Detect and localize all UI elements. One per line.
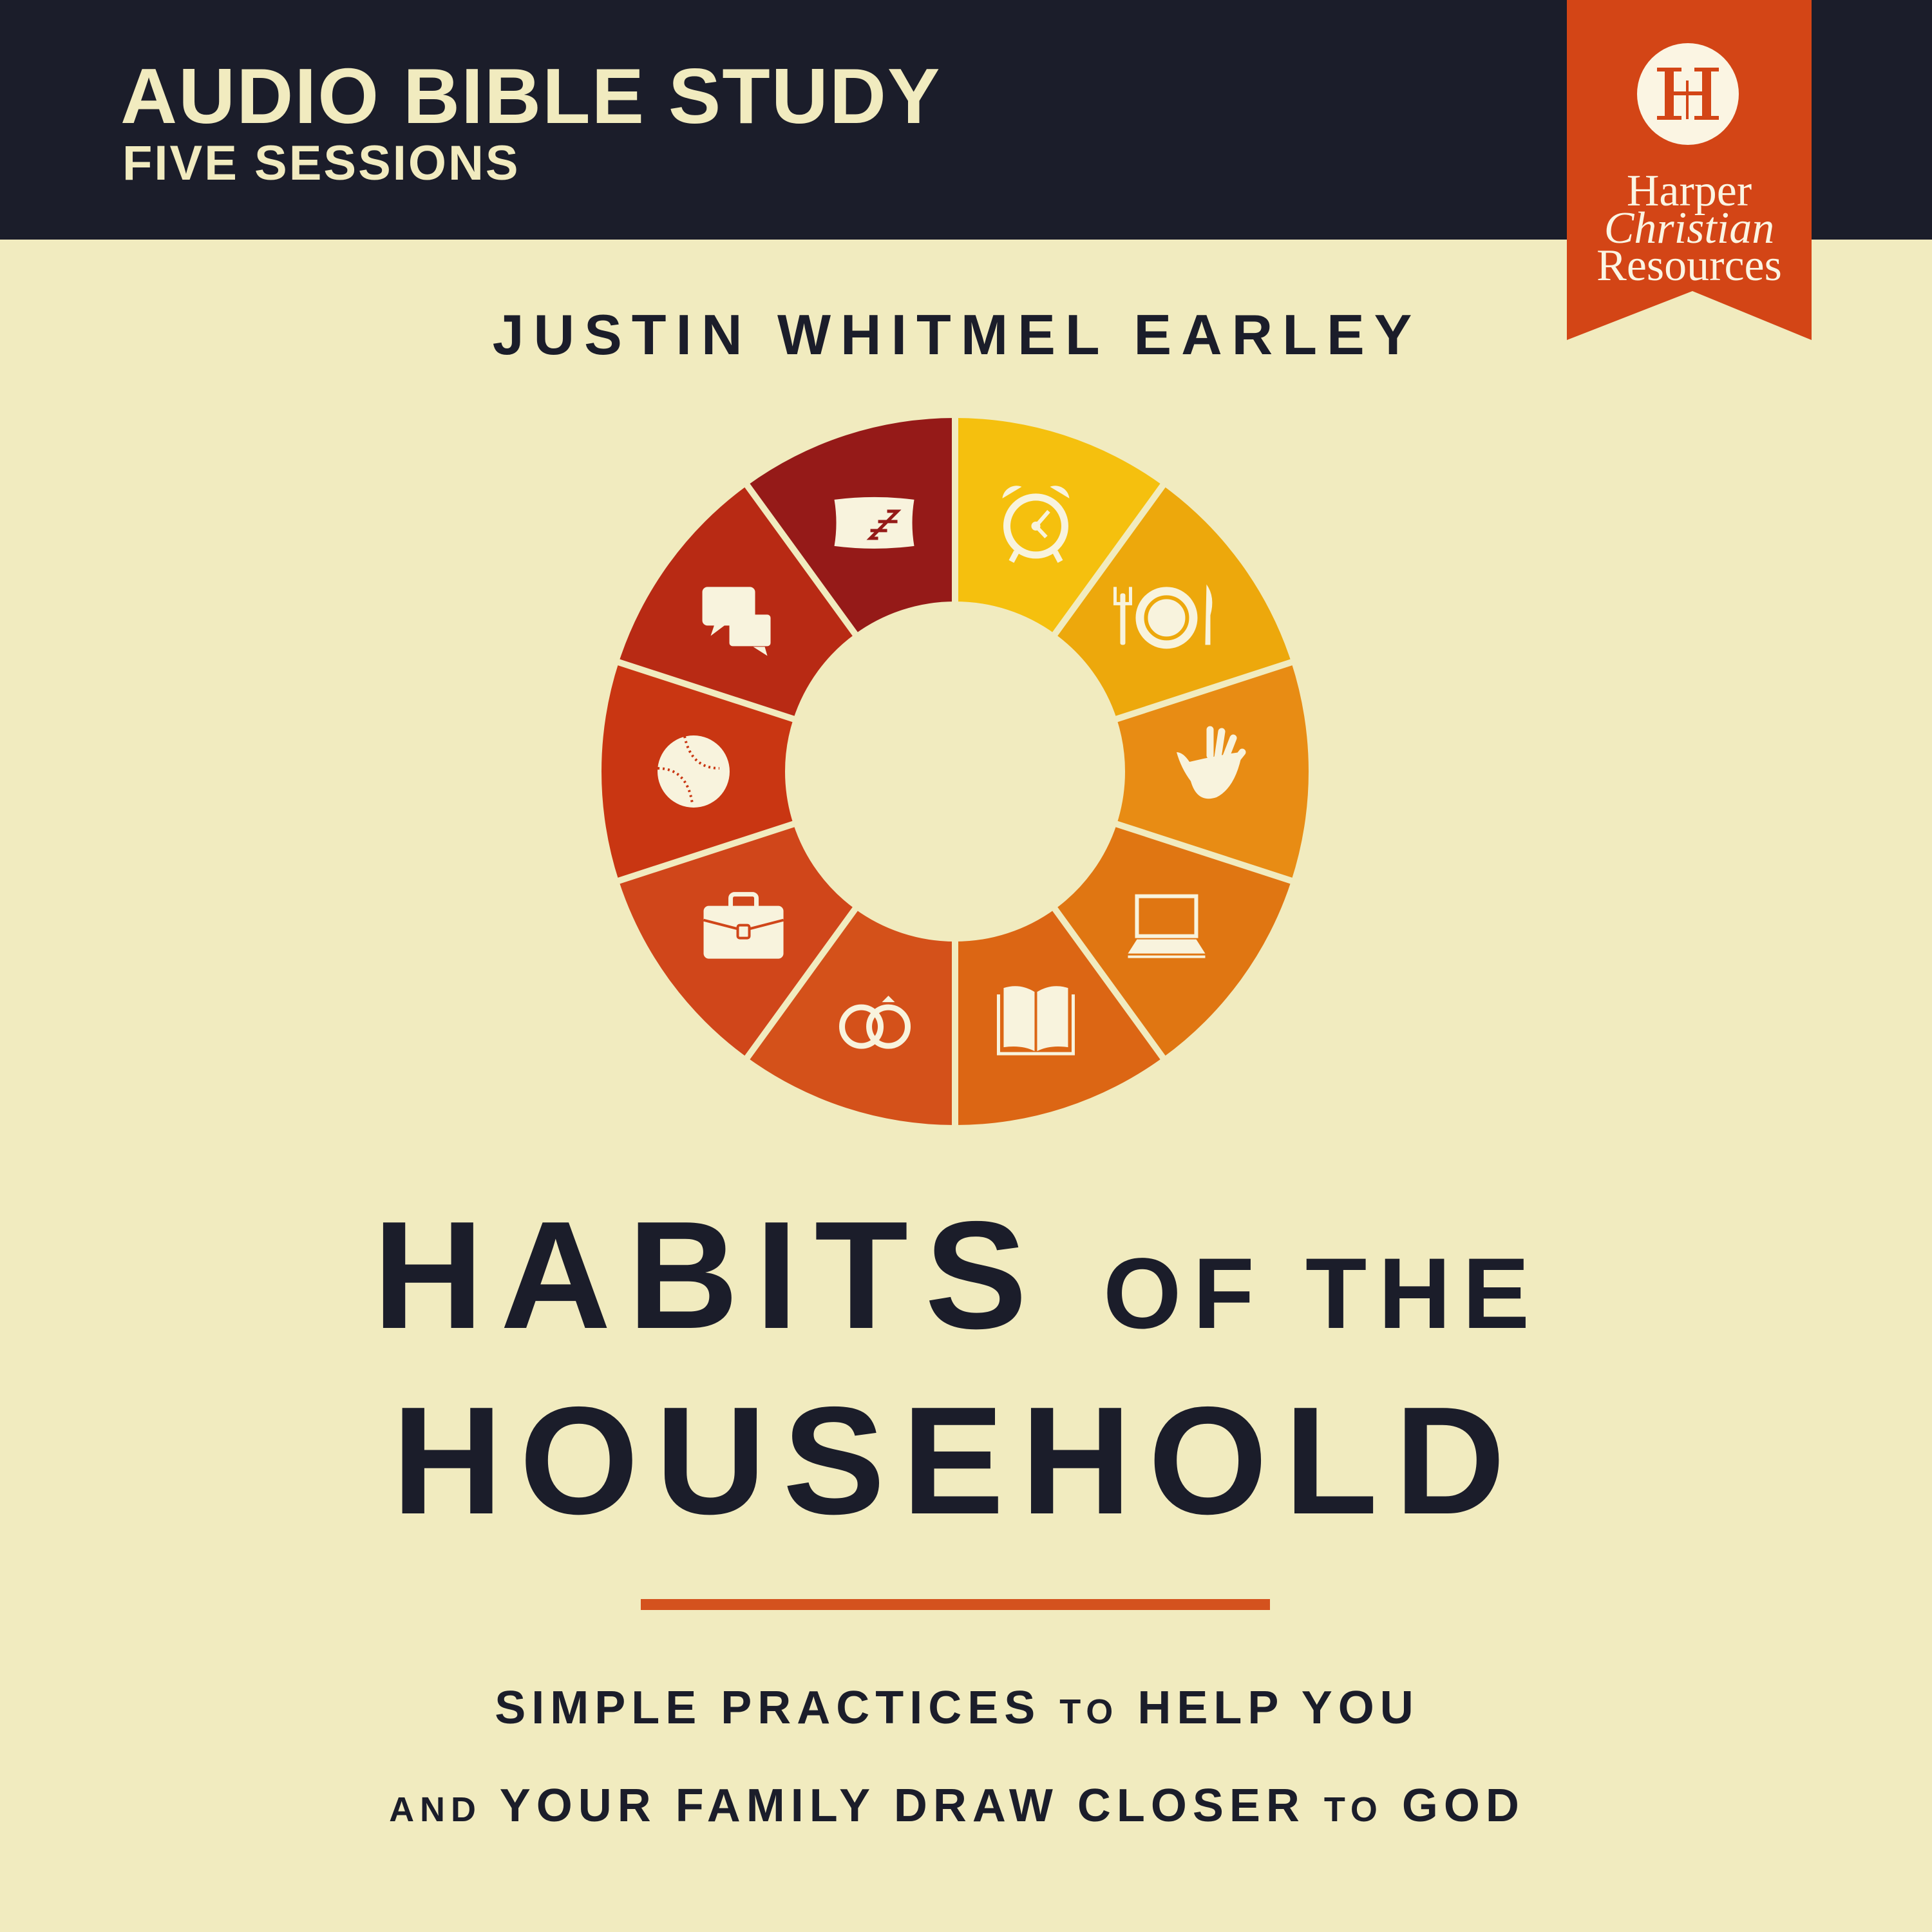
publisher-logo: Harper Christian Resources xyxy=(1567,0,1812,341)
wheel-divider xyxy=(616,820,796,885)
dinner-plate-icon xyxy=(1113,584,1213,649)
laptop-icon xyxy=(1128,894,1206,958)
wheel-divider xyxy=(1051,482,1166,637)
baseball-icon xyxy=(657,735,730,808)
title-word-habits: HABITS xyxy=(373,1190,1044,1361)
subtitle-part: AND xyxy=(389,1790,482,1829)
subtitle-part: HELP YOU xyxy=(1137,1682,1419,1734)
wheel-segment xyxy=(955,418,1163,634)
wheel-segment xyxy=(747,909,955,1125)
wheel-divider xyxy=(1114,658,1294,723)
wedding-rings-icon xyxy=(839,996,911,1049)
hh-logo-icon xyxy=(1657,68,1719,120)
wheel-divider xyxy=(1114,820,1294,885)
subtitle-part: TO xyxy=(1059,1692,1119,1731)
subtitle-line-1: SIMPLE PRACTICES TO HELP YOU xyxy=(0,1685,1914,1731)
subtitle-part: SIMPLE PRACTICES xyxy=(495,1682,1041,1734)
title-line-1: HABITS OF THE xyxy=(0,1199,1914,1352)
title-line-2: HOUSEHOLD xyxy=(392,1376,1522,1546)
speech-bubbles-icon xyxy=(702,587,775,656)
pillow-sleep-icon xyxy=(834,497,914,549)
briefcase-icon xyxy=(703,892,784,959)
publisher-line-2: Christian xyxy=(1604,204,1775,253)
series-label: AUDIO BIBLE STUDY xyxy=(120,52,942,140)
publisher-line-3: Resources xyxy=(1596,241,1782,290)
wheel-divider xyxy=(616,658,796,723)
open-book-icon xyxy=(996,986,1075,1056)
sessions-label: FIVE SESSIONS xyxy=(122,136,520,191)
publisher-line-1: Harper xyxy=(1626,166,1752,216)
author-name: JUSTIN WHITMEL EARLEY xyxy=(492,303,1422,366)
alarm-clock-icon xyxy=(1002,486,1070,563)
subtitle-part: YOUR FAMILY DRAW CLOSER xyxy=(499,1780,1305,1832)
subtitle-line-2: AND YOUR FAMILY DRAW CLOSER TO GOD xyxy=(0,1783,1914,1829)
subtitle-part: GOD xyxy=(1401,1780,1525,1832)
title-word-of-the: OF THE xyxy=(1103,1238,1541,1350)
wheel-divider xyxy=(744,482,859,637)
hands-icon xyxy=(1177,726,1246,799)
wheel-divider xyxy=(1051,906,1166,1061)
subtitle-part: TO xyxy=(1323,1790,1383,1829)
wheel-divider xyxy=(744,906,859,1061)
banner-ribbon xyxy=(1567,0,1812,340)
divider-rule xyxy=(641,1599,1270,1610)
